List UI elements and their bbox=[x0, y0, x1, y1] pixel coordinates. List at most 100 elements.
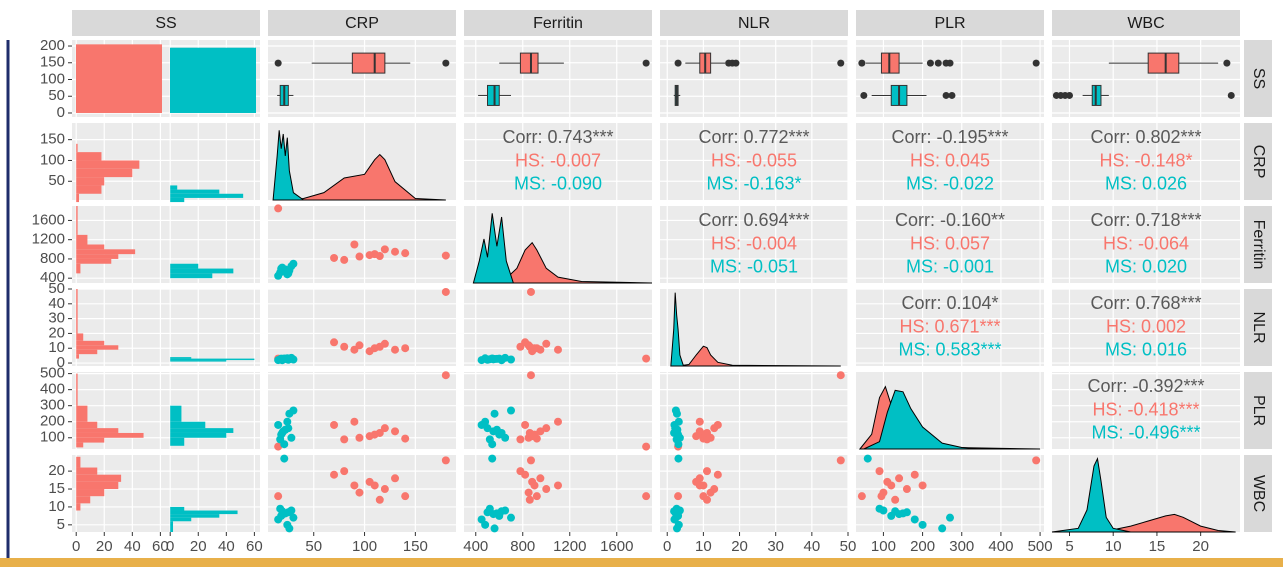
panel-background bbox=[1052, 206, 1240, 283]
point bbox=[380, 245, 389, 254]
point bbox=[497, 356, 506, 365]
x-tick-label: 1200 bbox=[553, 538, 586, 555]
point bbox=[542, 424, 551, 433]
histogram-bar bbox=[76, 160, 140, 169]
point bbox=[490, 524, 499, 533]
point bbox=[507, 355, 515, 364]
correlation-text: HS: 0.671*** bbox=[899, 316, 1000, 336]
x-tick-label: 100 bbox=[352, 538, 377, 555]
point bbox=[380, 424, 389, 433]
correlation-text: Corr: 0.768*** bbox=[1090, 293, 1201, 313]
point bbox=[918, 520, 927, 529]
row-strip-label: NLR bbox=[1250, 311, 1267, 343]
point bbox=[542, 485, 551, 494]
point bbox=[401, 492, 410, 501]
point bbox=[642, 492, 651, 501]
point bbox=[536, 474, 545, 483]
point bbox=[391, 247, 400, 256]
point bbox=[524, 488, 533, 497]
point bbox=[278, 428, 287, 437]
strip-background bbox=[72, 10, 260, 36]
point bbox=[365, 347, 374, 356]
point bbox=[899, 509, 907, 518]
strip-background bbox=[1244, 40, 1272, 117]
point bbox=[280, 454, 289, 463]
y-tick-label: 200 bbox=[40, 413, 65, 430]
x-tick-label: 300 bbox=[949, 538, 974, 555]
point bbox=[355, 433, 364, 442]
correlation-text: MS: -0.022 bbox=[906, 173, 994, 193]
point bbox=[365, 477, 374, 486]
histogram-bar bbox=[76, 421, 98, 429]
point bbox=[375, 342, 384, 351]
strip-background bbox=[1244, 372, 1272, 449]
correlation-text: HS: -0.055 bbox=[711, 150, 797, 170]
correlation-text: Corr: -0.392*** bbox=[1087, 376, 1204, 396]
density bbox=[472, 213, 515, 284]
y-tick-label: 100 bbox=[40, 70, 65, 87]
x-tick-label: 500 bbox=[1028, 538, 1053, 555]
x-tick-label: 5 bbox=[1065, 538, 1073, 555]
column-strip-label: PLR bbox=[934, 15, 965, 32]
point bbox=[441, 251, 450, 260]
histogram-bar bbox=[170, 421, 206, 429]
x-tick-label: 800 bbox=[510, 538, 535, 555]
histogram-bar bbox=[76, 481, 119, 490]
y-tick-label: 0 bbox=[57, 104, 65, 121]
x-tick-label: 40 bbox=[804, 538, 821, 555]
point bbox=[836, 371, 845, 380]
histogram-bar bbox=[170, 437, 185, 446]
point bbox=[875, 467, 884, 476]
point bbox=[285, 524, 294, 533]
histogram-bar bbox=[76, 474, 122, 482]
point bbox=[674, 492, 683, 501]
point bbox=[877, 492, 886, 501]
histogram-bar bbox=[170, 273, 213, 279]
panel-background bbox=[660, 372, 848, 449]
row-strip-label: Ferritin bbox=[1250, 220, 1267, 270]
x-tick-label: 20 bbox=[96, 538, 113, 555]
histogram-bar bbox=[76, 405, 88, 422]
density bbox=[1051, 457, 1131, 533]
point bbox=[703, 428, 711, 437]
point bbox=[902, 485, 911, 494]
histogram-bar bbox=[76, 143, 78, 153]
panel-background bbox=[660, 206, 848, 283]
point bbox=[710, 485, 719, 494]
point bbox=[692, 432, 701, 441]
point bbox=[528, 477, 537, 486]
point bbox=[391, 474, 400, 483]
density bbox=[1078, 513, 1236, 533]
panel-background bbox=[1052, 40, 1240, 117]
point bbox=[350, 417, 359, 426]
point bbox=[895, 474, 904, 483]
panel-background bbox=[268, 40, 456, 117]
histogram-bar bbox=[170, 268, 234, 274]
point bbox=[526, 456, 535, 465]
strip-background bbox=[1244, 455, 1272, 532]
column-strip-label: NLR bbox=[738, 15, 770, 32]
correlation-text: MS: -0.051 bbox=[710, 256, 798, 276]
point bbox=[330, 420, 339, 429]
point bbox=[674, 440, 683, 449]
histogram-bar bbox=[76, 289, 78, 334]
outlier bbox=[934, 59, 942, 67]
point bbox=[536, 427, 545, 436]
histogram-bar bbox=[170, 514, 220, 518]
histogram-bar bbox=[76, 193, 80, 203]
y-tick-label: 300 bbox=[40, 397, 65, 414]
histogram-bar bbox=[170, 510, 238, 515]
point bbox=[287, 506, 296, 515]
point bbox=[485, 504, 494, 513]
point bbox=[340, 255, 349, 264]
correlation-text: HS: -0.418*** bbox=[1092, 399, 1199, 419]
histogram-bar bbox=[76, 168, 133, 178]
point bbox=[391, 345, 400, 354]
correlation-text: HS: -0.004 bbox=[711, 233, 797, 253]
histogram-bar bbox=[170, 263, 199, 269]
panel-background bbox=[660, 123, 848, 200]
point bbox=[713, 470, 722, 479]
x-tick-label: 400 bbox=[988, 538, 1013, 555]
histogram-bar bbox=[76, 496, 91, 504]
strip-background bbox=[1052, 10, 1240, 36]
